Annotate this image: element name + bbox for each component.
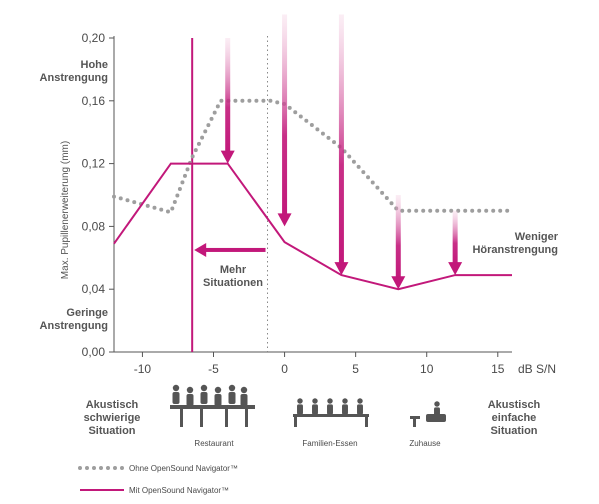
chart-decorations [191, 36, 269, 352]
home-conversation-icon [410, 401, 446, 427]
y-tick-label: 0,12 [82, 157, 106, 171]
person-head [327, 398, 333, 404]
scene-icons: Restaurant Familien-Essen Zuhause [170, 384, 446, 448]
person-body [186, 394, 194, 406]
family-table [293, 414, 369, 417]
person-body [342, 404, 348, 415]
person-head [228, 384, 236, 392]
improvement-arrow-head-2 [334, 262, 349, 276]
series-line-mit [113, 162, 512, 291]
improvement-arrows [194, 14, 463, 290]
person-legs [225, 409, 228, 427]
restaurant-table [170, 405, 255, 409]
x-tick-label: 5 [352, 362, 359, 376]
table-leg [294, 417, 297, 427]
scene-label-restaurant: Restaurant [194, 439, 234, 448]
person-head [342, 398, 348, 404]
person-legs [200, 409, 203, 427]
y-tick-label: 0,16 [82, 94, 106, 108]
improvement-arrow-head-0 [220, 150, 235, 164]
label-low-effort: Geringe Anstrengung [40, 307, 108, 332]
y-tick-label: 0,00 [82, 345, 106, 359]
x-tick-label: 10 [420, 362, 434, 376]
person-legs [180, 409, 183, 427]
sofa [426, 414, 446, 422]
more-situations-arrow-shaft [202, 247, 266, 252]
person-body [297, 404, 303, 415]
y-tick-label: 0,08 [82, 219, 106, 233]
person-body [240, 394, 248, 406]
legend: Ohne OpenSound Navigator™ Mit OpenSound N… [78, 464, 238, 495]
person-head [214, 386, 222, 394]
label-difficult-situation: Akustisch schwierige Situation [84, 399, 141, 437]
series-line-ohne [112, 98, 514, 215]
annotation-labels: Hohe Anstrengung Geringe Anstrengung Weniger… [40, 59, 559, 437]
person-body [312, 404, 318, 415]
label-less-listening-effort: Weniger Höranstrengung [472, 231, 558, 256]
improvement-arrow-shaft-2 [338, 14, 344, 266]
person-head [312, 398, 318, 404]
improvement-arrow-head-3 [391, 276, 406, 290]
y-tick-label: 0,04 [82, 282, 106, 296]
improvement-arrow-shaft-1 [282, 14, 288, 217]
person-body [228, 392, 236, 404]
person-head [172, 384, 180, 392]
person-body [357, 404, 363, 415]
scene-label-family-dinner: Familien-Essen [302, 439, 357, 448]
person-head [240, 386, 248, 394]
side-table-leg [413, 419, 416, 427]
y-axis-label: Max. Pupillenerweiterung (mm) [60, 141, 71, 279]
person-head [357, 398, 363, 404]
legend-label-ohne: Ohne OpenSound Navigator™ [129, 464, 238, 473]
improvement-arrow-head-1 [277, 213, 292, 227]
improvement-arrow-shaft-4 [452, 210, 458, 266]
improvement-arrow-shaft-3 [395, 195, 401, 280]
y-tick-label: 0,20 [82, 31, 106, 45]
x-tick-label: -10 [134, 362, 152, 376]
legend-label-mit: Mit OpenSound Navigator™ [129, 486, 229, 495]
table-leg [365, 417, 368, 427]
x-tick-label: 15 [491, 362, 505, 376]
x-axis-unit: dB S/N [518, 362, 556, 376]
label-easy-situation: Akustisch einfache Situation [488, 399, 541, 437]
person-body [200, 392, 208, 404]
side-table [410, 416, 420, 419]
family-dinner-icon [293, 398, 369, 427]
person-head [434, 401, 440, 407]
axes: 0,00 0,04 0,08 0,12 0,16 0,20 -10 -5 0 5 10 15 dB S/… [60, 31, 556, 376]
x-tick-label: -5 [208, 362, 219, 376]
person-head [186, 386, 194, 394]
person-head [297, 398, 303, 404]
person-body [214, 394, 222, 406]
improvement-arrow-head-4 [448, 262, 463, 276]
label-more-situations: Mehr Situationen [203, 264, 263, 289]
label-high-effort: Hohe Anstrengung [40, 59, 108, 84]
scene-label-home: Zuhause [409, 439, 441, 448]
person-head [200, 384, 208, 392]
x-tick-label: 0 [281, 362, 288, 376]
series-layer [112, 98, 514, 291]
restaurant-people-icon [170, 384, 255, 427]
person-legs [245, 409, 248, 427]
person-body [327, 404, 333, 415]
improvement-arrow-shaft-0 [225, 38, 231, 154]
person-body [172, 392, 180, 404]
more-situations-arrow-head [194, 242, 207, 257]
